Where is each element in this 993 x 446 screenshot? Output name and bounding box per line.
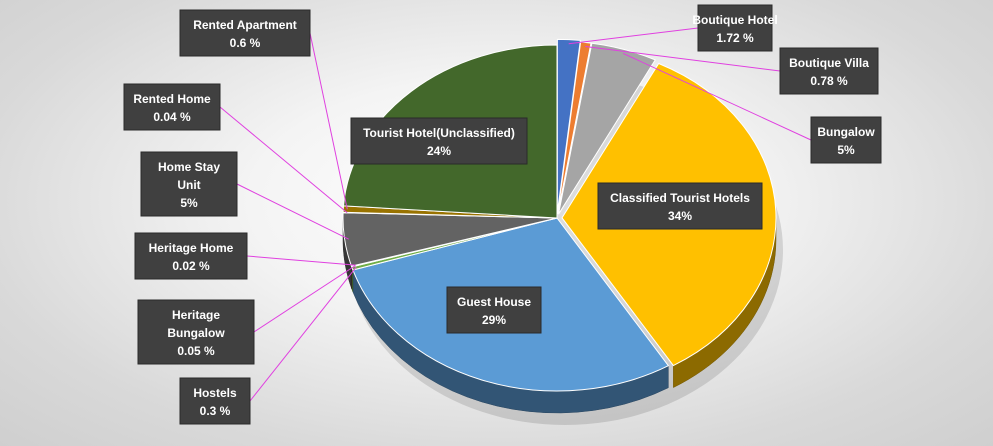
category-label-rented-apartment: Rented Apartment — [193, 18, 297, 32]
category-label-boutique-hotel: Boutique Hotel — [692, 13, 777, 27]
data-label-hostels: 0.3 % — [200, 404, 231, 418]
data-label-heritage-home: 0.02 % — [172, 259, 210, 273]
callout-tourist-hotel-unclassified-: Tourist Hotel(Unclassified) 24% — [350, 117, 528, 165]
callout-rented-home: Rented Home 0.04 % — [123, 83, 221, 131]
callout-bungalow: Bungalow 5% — [810, 116, 882, 164]
category-label-classified-tourist-hotels: Classified Tourist Hotels — [610, 191, 750, 205]
callout-box-classified-tourist-hotels — [597, 182, 763, 230]
callout-box-guest-house — [446, 286, 542, 334]
category-label-hostels: Hostels — [193, 386, 237, 400]
data-label-boutique-villa: 0.78 % — [810, 74, 848, 88]
leader-line-heritage-bungalow — [253, 265, 356, 333]
leader-line-bungalow — [622, 52, 812, 141]
data-label-guest-house: 29% — [482, 313, 506, 327]
callout-rented-apartment: Rented Apartment 0.6 % — [179, 9, 311, 57]
callout-box-tourist-hotel-unclassified- — [350, 117, 528, 165]
category-label-heritage-bungalow: Heritage — [172, 308, 220, 322]
pie-slice-boutique-hotel — [556, 38, 581, 213]
callout-boutique-hotel: Boutique Hotel 1.72 % — [692, 4, 778, 52]
callout-box-hostels — [179, 377, 251, 425]
callout-box-rented-apartment — [179, 9, 311, 57]
callout-heritage-bungalow: Heritage Bungalow 0.05 % — [137, 299, 255, 365]
leader-line-boutique-villa — [585, 46, 781, 72]
callout-box-rented-home — [123, 83, 221, 131]
callout-heritage-home: Heritage Home 0.02 % — [134, 232, 248, 280]
category-label-boutique-villa: Boutique Villa — [789, 56, 869, 70]
leader-line-home-stay-unit — [236, 183, 349, 240]
data-label-heritage-bungalow: 0.05 % — [177, 344, 215, 358]
data-label-classified-tourist-hotels: 34% — [668, 209, 692, 223]
category-label-heritage-home: Heritage Home — [149, 241, 234, 255]
leader-line-heritage-home — [246, 255, 356, 266]
data-label-tourist-hotel-unclassified-: 24% — [427, 144, 451, 158]
data-label-bungalow: 5% — [837, 143, 855, 157]
callout-home-stay-unit: Home Stay Unit 5% — [140, 151, 238, 217]
category-label-bungalow: Bungalow — [817, 125, 875, 139]
callout-boutique-villa: Boutique Villa 0.78 % — [779, 47, 879, 95]
callout-box-boutique-hotel — [697, 4, 773, 52]
pie-slice-bungalow — [558, 42, 656, 215]
leader-line-rented-home — [219, 106, 348, 213]
category-label-heritage-bungalow: Bungalow — [167, 326, 225, 340]
category-label-rented-home: Rented Home — [133, 92, 211, 106]
category-label-guest-house: Guest House — [457, 295, 531, 309]
callout-hostels: Hostels 0.3 % — [179, 377, 251, 425]
data-label-home-stay-unit: 5% — [180, 196, 198, 210]
callout-box-boutique-villa — [779, 47, 879, 95]
leader-line-boutique-hotel — [568, 27, 699, 45]
data-label-rented-home: 0.04 % — [153, 110, 191, 124]
callout-guest-house: Guest House 29% — [446, 286, 542, 334]
data-label-rented-apartment: 0.6 % — [230, 36, 261, 50]
data-label-boutique-hotel: 1.72 % — [716, 31, 754, 45]
callout-box-heritage-bungalow — [137, 299, 255, 365]
leader-line-hostels — [249, 266, 357, 402]
callout-box-heritage-home — [134, 232, 248, 280]
callout-box-home-stay-unit — [140, 151, 238, 217]
category-label-home-stay-unit: Unit — [177, 178, 200, 192]
category-label-home-stay-unit: Home Stay — [158, 160, 220, 174]
category-label-tourist-hotel-unclassified-: Tourist Hotel(Unclassified) — [363, 126, 515, 140]
leader-line-rented-apartment — [309, 32, 348, 210]
callout-box-bungalow — [810, 116, 882, 164]
callout-classified-tourist-hotels: Classified Tourist Hotels 34% — [597, 182, 763, 230]
